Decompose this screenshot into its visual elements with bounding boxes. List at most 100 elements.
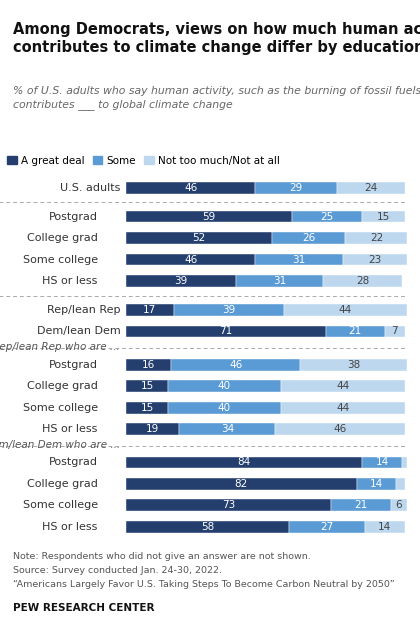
Text: 82: 82 xyxy=(235,479,248,489)
Bar xyxy=(126,478,357,490)
Text: College grad: College grad xyxy=(27,381,98,391)
Bar xyxy=(281,380,404,392)
Bar xyxy=(126,457,362,469)
Text: College grad: College grad xyxy=(27,479,98,489)
Text: 46: 46 xyxy=(333,424,346,434)
Bar xyxy=(385,326,404,338)
Bar xyxy=(255,182,337,193)
Text: Source: Survey conducted Jan. 24-30, 2022.: Source: Survey conducted Jan. 24-30, 202… xyxy=(13,566,222,575)
Bar xyxy=(126,275,236,287)
Text: 59: 59 xyxy=(202,212,215,222)
Bar xyxy=(300,359,407,371)
Text: 38: 38 xyxy=(347,360,360,370)
Text: 31: 31 xyxy=(273,276,286,286)
Text: Dem/lean Dem: Dem/lean Dem xyxy=(37,326,121,336)
Bar xyxy=(168,380,281,392)
Bar xyxy=(326,326,385,338)
Bar xyxy=(126,182,255,193)
Text: HS or less: HS or less xyxy=(42,276,98,286)
Bar xyxy=(126,380,168,392)
Bar xyxy=(284,304,407,316)
Text: “Americans Largely Favor U.S. Taking Steps To Become Carbon Neutral by 2050”: “Americans Largely Favor U.S. Taking Ste… xyxy=(13,580,394,588)
Bar xyxy=(126,521,289,533)
Text: 26: 26 xyxy=(302,233,315,243)
Text: Postgrad: Postgrad xyxy=(49,457,98,467)
Text: 19: 19 xyxy=(146,424,159,434)
Text: 22: 22 xyxy=(370,233,383,243)
Text: 7: 7 xyxy=(391,326,398,336)
Bar xyxy=(126,499,331,511)
Text: 21: 21 xyxy=(354,500,368,510)
Bar xyxy=(343,253,407,265)
Text: 16: 16 xyxy=(142,360,155,370)
Text: 31: 31 xyxy=(292,255,306,265)
Text: Postgrad: Postgrad xyxy=(49,212,98,222)
Text: 15: 15 xyxy=(377,212,390,222)
Bar xyxy=(323,275,402,287)
Text: 21: 21 xyxy=(349,326,362,336)
Bar xyxy=(346,232,407,244)
Bar xyxy=(357,478,396,490)
Text: 39: 39 xyxy=(222,305,235,315)
Text: Rep/lean Rep: Rep/lean Rep xyxy=(47,305,121,315)
Text: 73: 73 xyxy=(222,500,235,510)
Text: 14: 14 xyxy=(370,479,383,489)
Bar xyxy=(126,304,174,316)
Bar xyxy=(396,478,404,490)
Text: 28: 28 xyxy=(356,276,369,286)
Bar xyxy=(255,253,343,265)
Bar xyxy=(126,423,179,435)
Bar xyxy=(126,232,272,244)
Bar xyxy=(174,304,284,316)
Text: 84: 84 xyxy=(238,457,251,467)
Text: 6: 6 xyxy=(396,500,402,510)
Text: 17: 17 xyxy=(143,305,157,315)
Bar xyxy=(292,211,362,223)
Text: Note: Respondents who did not give an answer are not shown.: Note: Respondents who did not give an an… xyxy=(13,552,310,561)
Text: % of U.S. adults who say human activity, such as the burning of fossil fuels,
co: % of U.S. adults who say human activity,… xyxy=(13,86,420,110)
Bar xyxy=(365,521,404,533)
Bar xyxy=(126,253,255,265)
Text: 14: 14 xyxy=(378,522,391,532)
Text: 27: 27 xyxy=(320,522,334,532)
Text: 24: 24 xyxy=(364,183,378,193)
Bar xyxy=(171,359,300,371)
Bar xyxy=(126,326,326,338)
Bar xyxy=(289,521,365,533)
Text: 46: 46 xyxy=(229,360,242,370)
Text: U.S. adults: U.S. adults xyxy=(60,183,121,193)
Text: 44: 44 xyxy=(339,305,352,315)
Text: 44: 44 xyxy=(336,381,349,391)
Text: HS or less: HS or less xyxy=(42,424,98,434)
Text: Among Rep/lean Rep who are ...: Among Rep/lean Rep who are ... xyxy=(0,342,121,352)
Bar xyxy=(126,402,168,414)
Text: 40: 40 xyxy=(218,381,231,391)
Text: 46: 46 xyxy=(184,255,197,265)
Bar xyxy=(402,457,407,469)
Text: HS or less: HS or less xyxy=(42,522,98,532)
Bar xyxy=(168,402,281,414)
Text: Among Democrats, views on how much human activity
contributes to climate change : Among Democrats, views on how much human… xyxy=(13,22,420,56)
Text: 29: 29 xyxy=(290,183,303,193)
Text: Some college: Some college xyxy=(23,255,98,265)
Bar xyxy=(275,423,404,435)
Text: Some college: Some college xyxy=(23,402,98,412)
Text: 46: 46 xyxy=(184,183,197,193)
Bar xyxy=(391,499,407,511)
Bar xyxy=(362,457,402,469)
Text: 40: 40 xyxy=(218,402,231,412)
Bar xyxy=(236,275,323,287)
Text: 52: 52 xyxy=(192,233,206,243)
Bar xyxy=(179,423,275,435)
Text: Some college: Some college xyxy=(23,500,98,510)
Text: 15: 15 xyxy=(140,381,154,391)
Text: 44: 44 xyxy=(336,402,349,412)
Text: 58: 58 xyxy=(201,522,214,532)
Text: 71: 71 xyxy=(219,326,233,336)
Text: 23: 23 xyxy=(368,255,382,265)
Bar xyxy=(126,211,292,223)
Bar xyxy=(126,359,171,371)
Text: 34: 34 xyxy=(220,424,234,434)
Text: College grad: College grad xyxy=(27,233,98,243)
Text: 39: 39 xyxy=(174,276,187,286)
